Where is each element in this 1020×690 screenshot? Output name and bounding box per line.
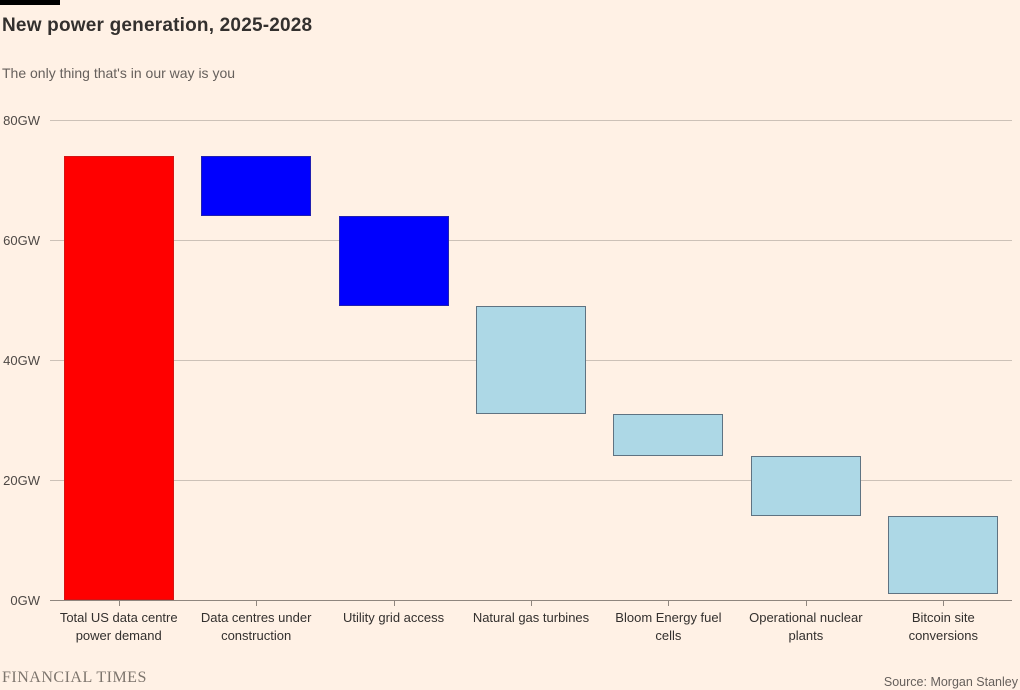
y-tick-label: 40GW	[3, 353, 40, 368]
waterfall-bar	[888, 516, 999, 594]
waterfall-bar	[613, 414, 724, 456]
chart-title: New power generation, 2025-2028	[2, 15, 313, 36]
category-label: Bitcoin site conversions	[908, 610, 978, 643]
gridline-60gw	[50, 240, 1012, 241]
y-tick-label: 20GW	[3, 473, 40, 488]
y-tick-label: 0GW	[10, 593, 40, 608]
waterfall-bar	[338, 216, 449, 306]
y-tick-label: 60GW	[3, 233, 40, 248]
x-axis-tick	[531, 601, 532, 606]
category-label: Utility grid access	[342, 610, 445, 625]
y-tick-label: 80GW	[3, 113, 40, 128]
gridline-20gw	[50, 480, 1012, 481]
category-label: Operational nuclear plants	[749, 610, 863, 643]
x-axis-tick	[943, 601, 945, 606]
x-axis-baseline	[50, 600, 1012, 601]
x-axis-tick	[393, 601, 395, 606]
category-label: Natural gas turbines	[472, 610, 590, 625]
chart-subtitle: The only thing that's in our way is you	[2, 65, 236, 81]
x-axis-tick	[668, 601, 670, 606]
waterfall-bar	[476, 306, 586, 414]
ft-brand-wordmark: FINANCIAL TIMES	[2, 669, 147, 686]
gridline-80gw	[50, 120, 1012, 121]
category-label: Data centres under construction	[200, 610, 312, 643]
category-label: Total US data centre power demand	[59, 610, 178, 643]
waterfall-plot-area: 0GW 20GW 40GW 60GW 80GW Total US data centre …	[3, 113, 1012, 643]
waterfall-bar	[63, 156, 174, 600]
source-note: Source: Morgan Stanley	[883, 675, 1018, 689]
x-axis-tick	[256, 601, 258, 606]
x-axis-tick	[118, 601, 120, 606]
waterfall-bar	[750, 456, 861, 516]
x-axis-tick	[805, 601, 807, 606]
category-label: Bloom Energy fuel cells	[615, 610, 722, 643]
ft-tag-bar	[0, 0, 60, 5]
waterfall-bar	[201, 156, 312, 216]
